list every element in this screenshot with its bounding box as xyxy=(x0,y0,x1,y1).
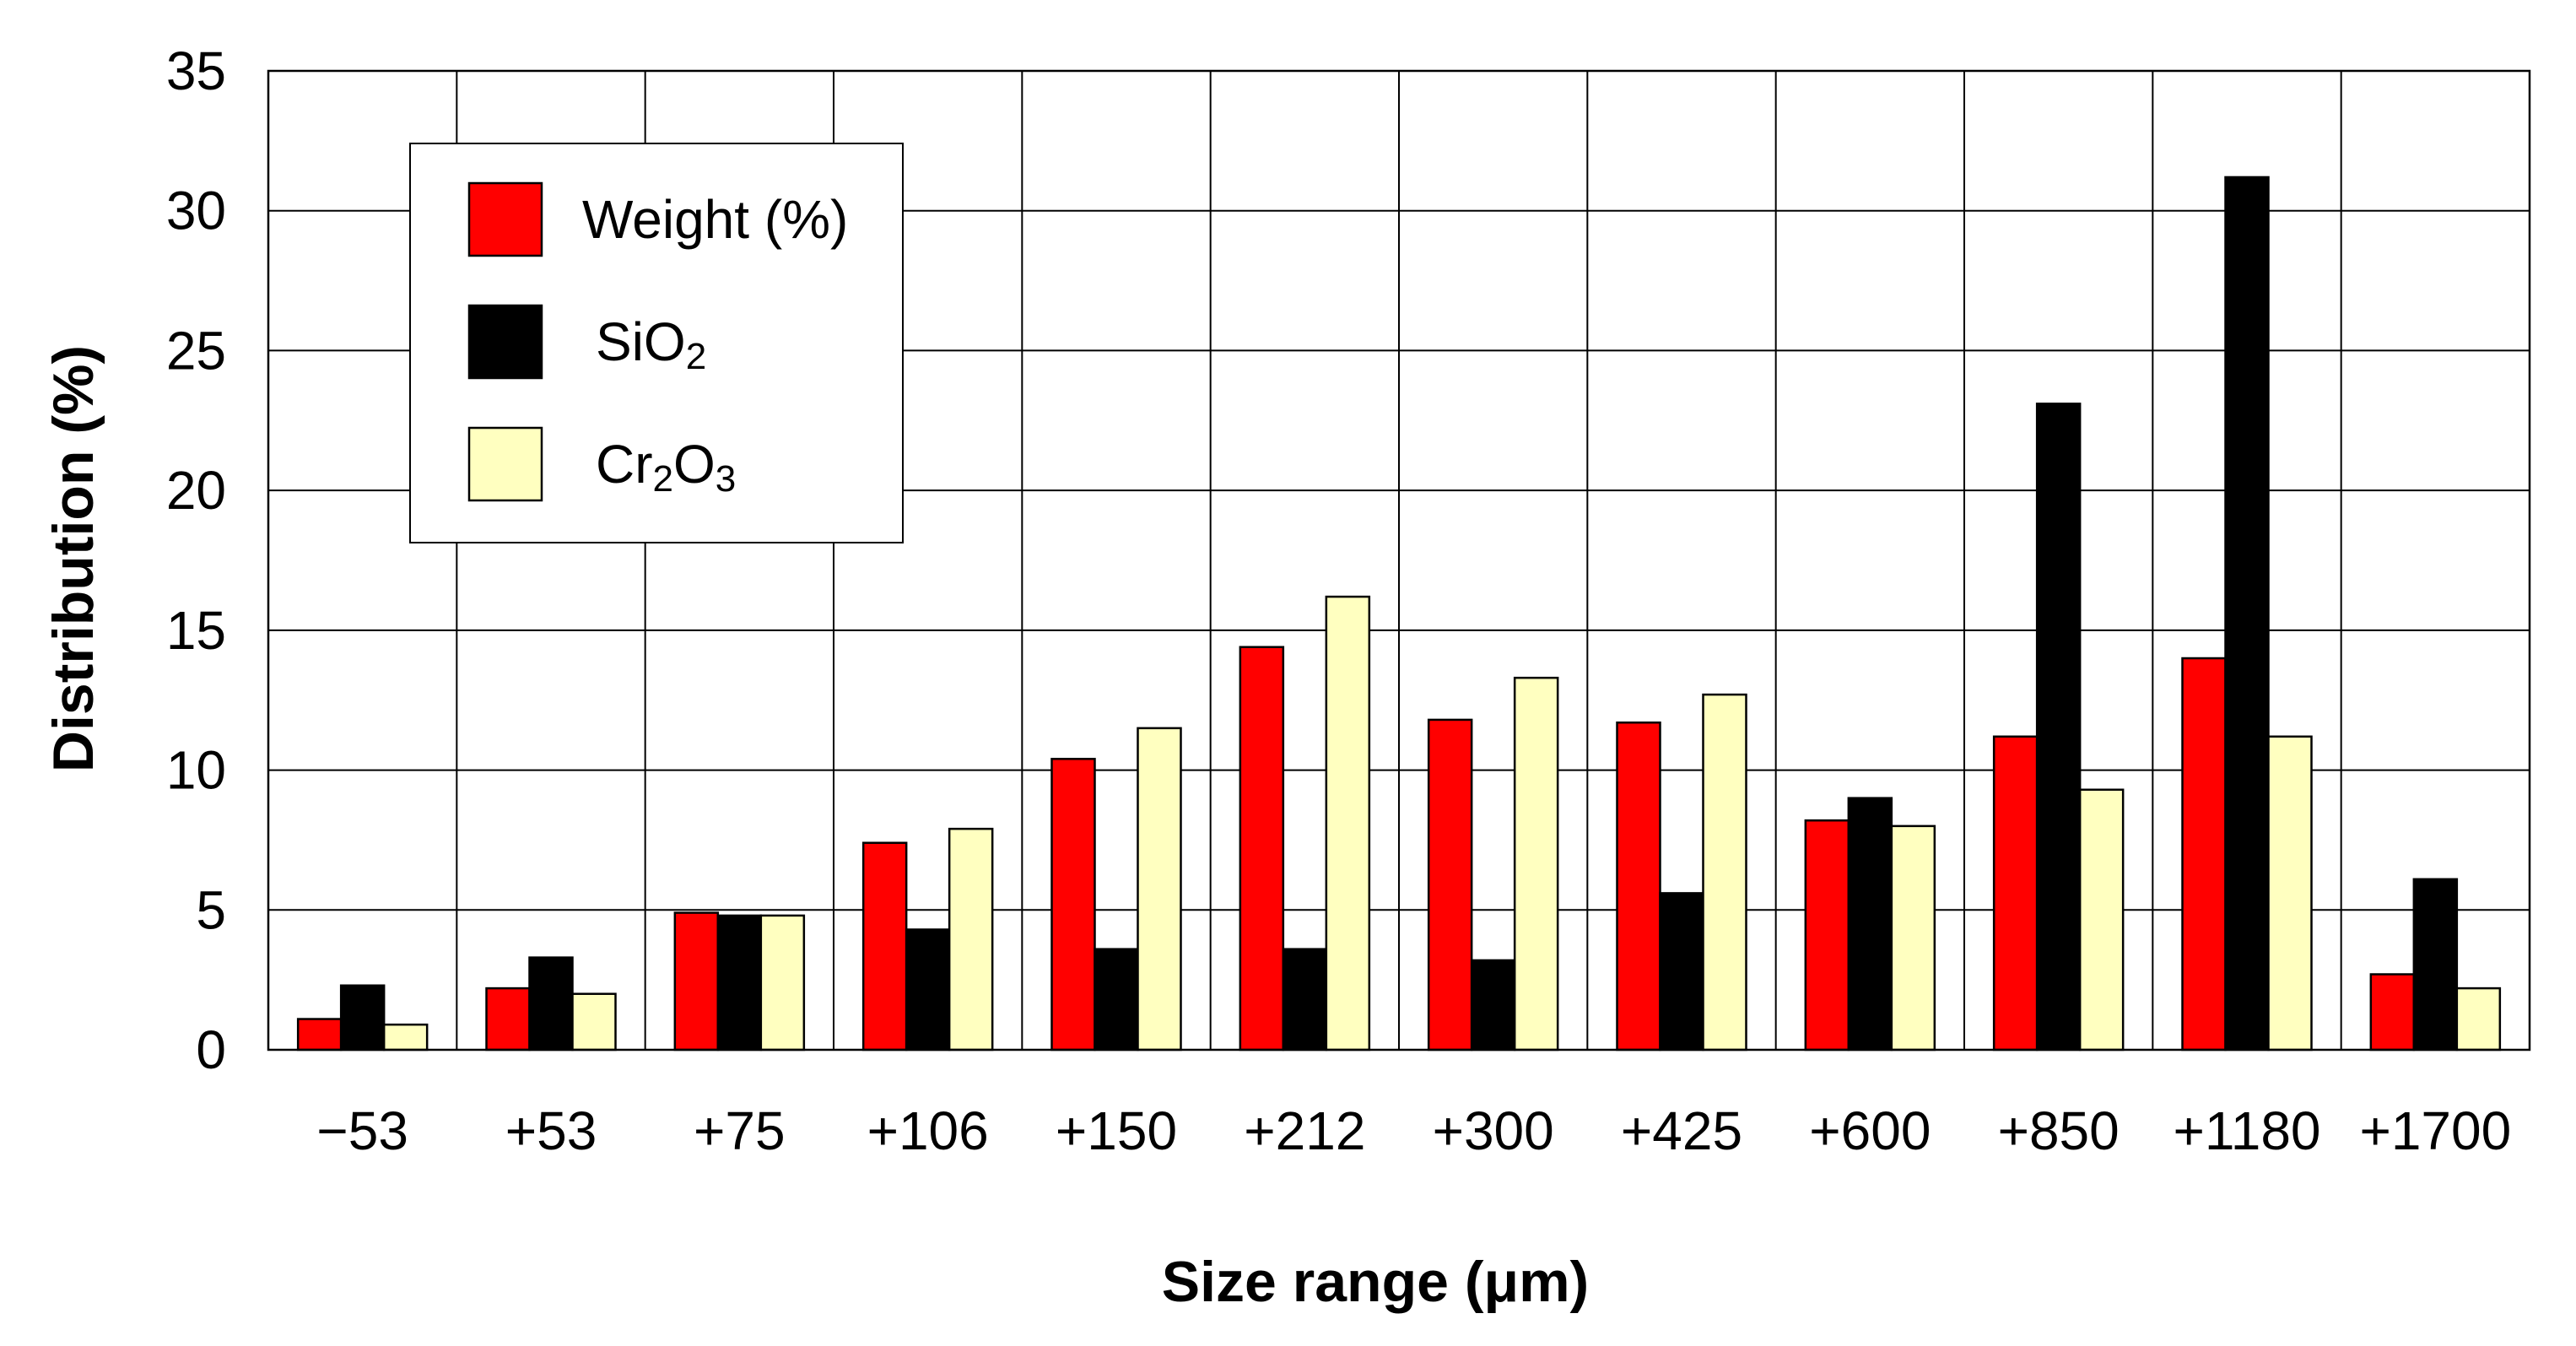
bar xyxy=(2412,878,2459,1051)
legend: Weight (%) SiO2 Cr2O3 xyxy=(409,143,904,543)
x-tick-label: +300 xyxy=(1433,1100,1554,1161)
legend-label: SiO2 xyxy=(596,311,706,377)
bar xyxy=(1847,797,1893,1051)
bar xyxy=(2181,657,2227,1051)
bar xyxy=(861,841,908,1051)
legend-label: Weight (%) xyxy=(582,189,848,250)
bar xyxy=(1616,721,1661,1051)
legend-swatch xyxy=(467,181,543,257)
bar xyxy=(1659,892,1704,1051)
plot-frame xyxy=(267,69,2531,1051)
y-tick-label: 0 xyxy=(196,1019,226,1080)
x-tick-label: +600 xyxy=(1809,1100,1931,1161)
bar xyxy=(2369,973,2416,1051)
x-tick-label: +106 xyxy=(867,1100,989,1161)
bar xyxy=(1137,727,1182,1051)
x-tick-label: +75 xyxy=(694,1100,786,1161)
bar xyxy=(2078,788,2125,1051)
bar xyxy=(1992,735,2039,1051)
x-tick-label: +150 xyxy=(1056,1100,1177,1161)
bar xyxy=(1050,758,1096,1051)
y-tick-label: 30 xyxy=(166,181,226,241)
bar xyxy=(673,911,720,1051)
bars xyxy=(296,176,2502,1051)
plot-area-border xyxy=(267,69,2531,1051)
bar xyxy=(571,992,617,1051)
bar xyxy=(948,827,994,1051)
bar xyxy=(1470,959,1516,1051)
x-tick-label: +850 xyxy=(1998,1100,2120,1161)
x-axis-title: Size range (μm) xyxy=(1162,1250,1589,1314)
bar xyxy=(339,984,386,1051)
x-tick-label: +1180 xyxy=(2174,1100,2321,1161)
bar xyxy=(1282,948,1328,1051)
x-tick-label: +1700 xyxy=(2359,1100,2511,1161)
bar xyxy=(1804,819,1850,1051)
bar xyxy=(1325,595,1371,1051)
y-tick-label: 10 xyxy=(166,740,226,801)
bar xyxy=(1094,948,1139,1051)
bar xyxy=(1702,693,1747,1051)
y-axis-title: Distribution (%) xyxy=(41,345,105,772)
bar xyxy=(1890,824,1936,1051)
bar xyxy=(296,1018,343,1051)
legend-swatch xyxy=(467,304,543,380)
legend-swatch xyxy=(467,426,543,502)
bar xyxy=(1513,676,1559,1051)
y-axis-ticks: 0 5 10 15 20 25 30 35 xyxy=(166,41,226,1080)
x-tick-label: +53 xyxy=(505,1100,597,1161)
x-axis-ticks: −53 +53 +75 +106 +150 +212 +300 +425 +600 +850 +11… xyxy=(316,1100,2511,1161)
bar xyxy=(1239,646,1285,1051)
bar xyxy=(905,928,951,1051)
bar xyxy=(2455,987,2502,1051)
y-tick-label: 25 xyxy=(166,320,226,381)
y-tick-label: 15 xyxy=(166,600,226,661)
bar xyxy=(485,987,531,1051)
bar xyxy=(382,1023,429,1051)
bar xyxy=(528,956,574,1051)
bar xyxy=(2224,176,2270,1051)
bar xyxy=(2035,403,2082,1051)
bar xyxy=(1427,718,1473,1051)
bar xyxy=(716,914,763,1051)
x-tick-label: +425 xyxy=(1621,1100,1742,1161)
x-tick-label: +212 xyxy=(1244,1100,1365,1161)
y-tick-label: 5 xyxy=(196,879,226,940)
legend-label: Cr2O3 xyxy=(596,434,736,500)
x-tick-label: −53 xyxy=(316,1100,408,1161)
bar xyxy=(759,914,806,1051)
y-tick-label: 20 xyxy=(166,460,226,521)
y-tick-label: 35 xyxy=(166,41,226,101)
bar xyxy=(2267,735,2313,1051)
